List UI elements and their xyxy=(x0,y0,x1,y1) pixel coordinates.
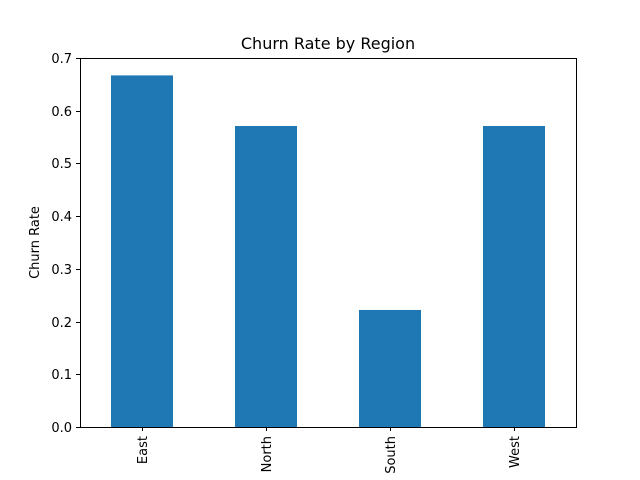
x-tick-label-north: North xyxy=(260,436,275,472)
bar-east xyxy=(111,75,173,427)
y-tick-label: 0.3 xyxy=(51,263,72,278)
y-axis-title: Churn Rate xyxy=(28,206,43,279)
y-tick-label: 0.7 xyxy=(51,52,72,67)
y-tick-label: 0.6 xyxy=(51,105,72,120)
y-axis: 0.0 0.1 0.2 0.3 0.4 0.5 0.6 0.7 xyxy=(51,52,80,436)
chart-title: Churn Rate by Region xyxy=(241,34,415,53)
y-tick-label: 0.4 xyxy=(51,210,72,225)
bar-south xyxy=(359,309,421,427)
y-tick-label: 0.0 xyxy=(51,421,72,436)
plot-frame xyxy=(80,58,577,428)
bar-north xyxy=(235,126,297,427)
x-tick-label-south: South xyxy=(384,436,399,474)
bars-group xyxy=(111,75,545,427)
y-tick-label: 0.1 xyxy=(51,368,72,383)
bar-west xyxy=(483,126,545,427)
x-tick-label-west: West xyxy=(508,436,523,468)
x-axis: East North South West xyxy=(136,427,523,474)
y-tick-label: 0.5 xyxy=(51,157,72,172)
x-tick-label-east: East xyxy=(136,436,151,464)
y-tick-label: 0.2 xyxy=(51,316,72,331)
